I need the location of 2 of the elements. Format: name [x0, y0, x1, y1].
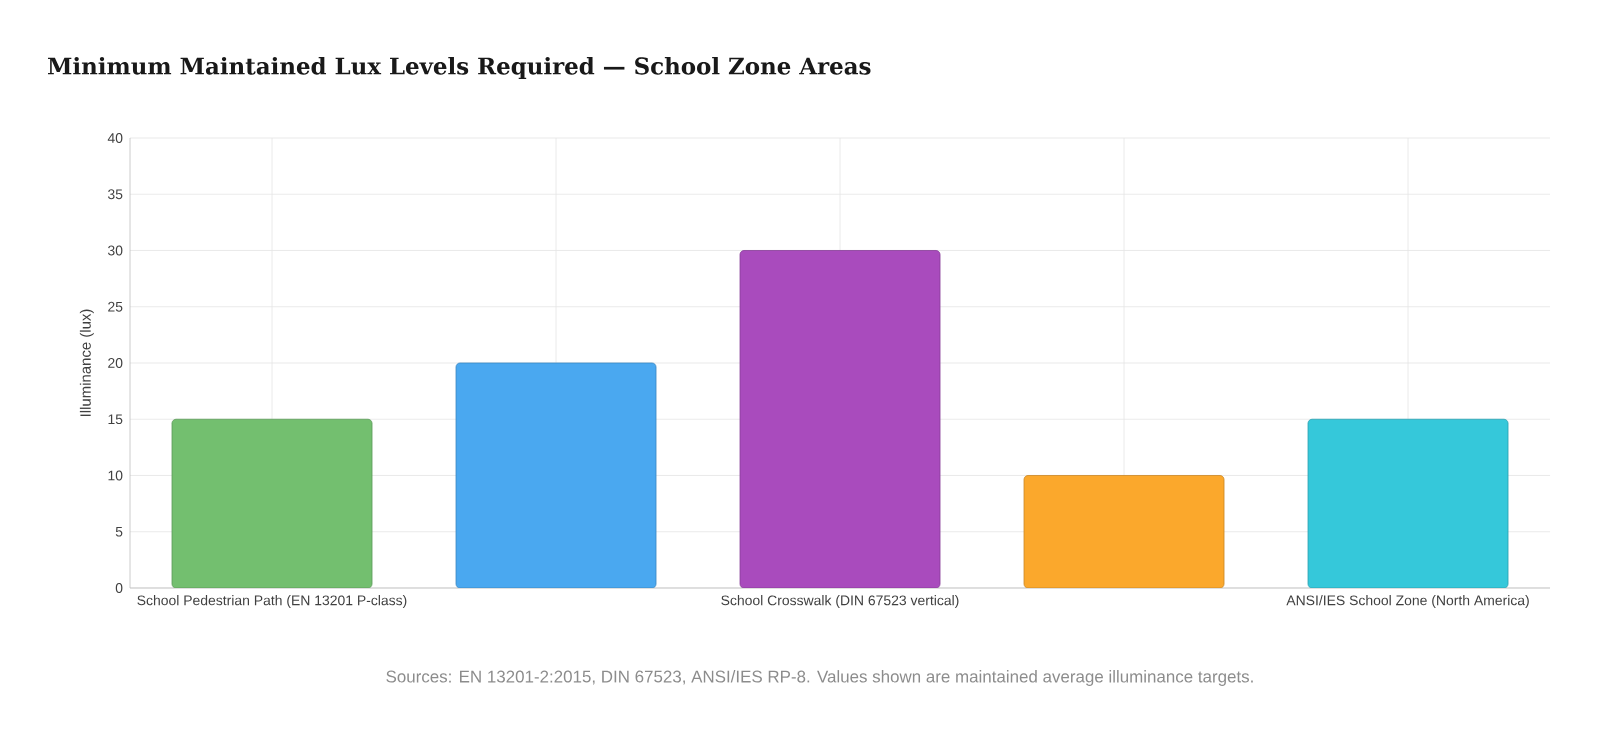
- chart-title: Minimum Maintained Lux Levels Required — School Zone Areas: [48, 56, 871, 80]
- source-note: Sources: EN 13201-2:2015, DIN 67523, ANSI/IES RP-8. Values shown are maintained average illuminance targets.: [386, 670, 1253, 686]
